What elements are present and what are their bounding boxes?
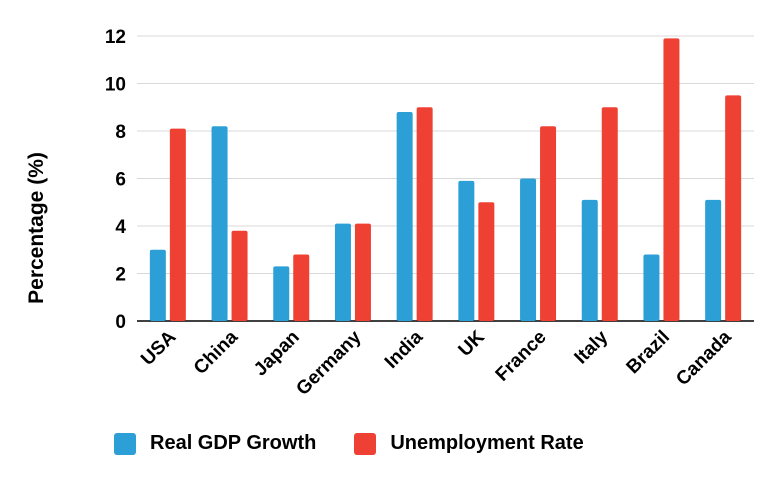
legend-swatch-gdp [114, 432, 136, 455]
x-tick-label-japan: Japan [250, 327, 304, 381]
x-tick-label-uk: UK [455, 326, 489, 360]
x-tick-label-france: France [492, 327, 551, 386]
x-tick-label-brazil: Brazil [623, 327, 674, 378]
legend-item-gdp: Real GDP Growth [114, 432, 316, 455]
y-tick-labels: 0 2 4 6 8 10 12 [105, 27, 127, 333]
bar-real-gdp-growth-india [396, 112, 413, 321]
legend-swatch-unemployment [354, 432, 377, 455]
x-tick-label-china: China [190, 326, 242, 378]
legend-item-unemployment: Unemployment Rate [354, 432, 584, 455]
bar-unemployment-rate-italy [601, 107, 618, 321]
bar-real-gdp-growth-canada [705, 199, 722, 321]
bars [149, 38, 742, 321]
bar-real-gdp-growth-germany [334, 223, 351, 321]
legend-label-gdp: Real GDP Growth [150, 432, 317, 454]
x-tick-label-canada: Canada [672, 326, 736, 390]
y-tick-label: 2 [115, 265, 126, 286]
bar-real-gdp-growth-italy [581, 199, 598, 321]
y-tick-label: 6 [115, 170, 126, 191]
x-tick-label-germany: Germany [292, 326, 365, 399]
bar-unemployment-rate-canada [725, 95, 742, 321]
bar-unemployment-rate-brazil [663, 38, 680, 321]
bar-unemployment-rate-india [416, 107, 433, 321]
y-tick-label: 12 [105, 27, 126, 48]
bar-real-gdp-growth-japan [273, 266, 290, 321]
bar-unemployment-rate-france [540, 126, 557, 321]
y-axis-title: Percentage (%) [25, 152, 48, 304]
bar-real-gdp-growth-usa [149, 249, 166, 321]
bar-real-gdp-growth-uk [458, 180, 475, 321]
bar-unemployment-rate-usa [169, 128, 186, 321]
gridlines [137, 35, 754, 322]
bar-unemployment-rate-germany [354, 223, 371, 321]
bar-unemployment-rate-uk [478, 202, 495, 321]
x-tick-label-usa: USA [137, 326, 180, 369]
x-tick-label-italy: Italy [571, 326, 613, 368]
bar-real-gdp-growth-china [211, 126, 228, 321]
bar-unemployment-rate-japan [293, 254, 310, 321]
legend-label-unemployment: Unemployment Rate [390, 432, 584, 454]
bar-real-gdp-growth-brazil [643, 254, 660, 321]
y-tick-label: 10 [105, 75, 126, 96]
y-tick-label: 0 [115, 312, 126, 333]
bar-unemployment-rate-china [231, 230, 248, 321]
bar-real-gdp-growth-france [520, 178, 537, 321]
x-tick-label-india: India [381, 326, 428, 373]
legend: Real GDP Growth Unemployment Rate [114, 432, 622, 455]
y-tick-label: 8 [115, 122, 126, 143]
y-tick-label: 4 [115, 217, 126, 238]
